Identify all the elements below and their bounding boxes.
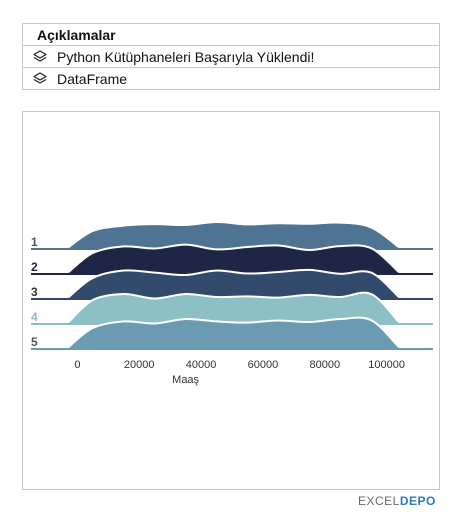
ridge-outline-4 bbox=[67, 291, 400, 324]
panel-item-dataframe[interactable]: DataFrame bbox=[23, 67, 439, 89]
panel-item-libraries-loaded[interactable]: Python Kütüphaneleri Başarıyla Yüklendi! bbox=[23, 45, 439, 67]
x-tick-label: 80000 bbox=[309, 359, 340, 371]
ridge-area-4 bbox=[68, 292, 399, 324]
x-tick-label: 20000 bbox=[124, 359, 155, 371]
watermark-logo: EXCELDEPO bbox=[358, 494, 436, 508]
ridgeline-chart: 1 2 3 4 5 0 20000 40000 60000 80000 100000 Maaş bbox=[31, 220, 433, 386]
panel-item-label: Python Kütüphaneleri Başarıyla Yüklendi! bbox=[57, 48, 315, 65]
x-tick-label: 40000 bbox=[186, 359, 217, 371]
x-tick-label: 0 bbox=[74, 359, 80, 371]
plot-output: 1 2 3 4 5 0 20000 40000 60000 80000 100000 Maaş bbox=[22, 111, 440, 490]
ridge-area-2 bbox=[68, 244, 399, 274]
ridge-area-5 bbox=[68, 317, 399, 349]
ridge-outline-5 bbox=[67, 316, 400, 349]
ridge-label-5: 5 bbox=[31, 335, 38, 349]
x-tick-label: 100000 bbox=[368, 359, 405, 371]
ridge-label-2: 2 bbox=[31, 260, 38, 274]
ridge-label-3: 3 bbox=[31, 285, 38, 299]
layers-icon bbox=[23, 72, 57, 85]
panel-item-label: DataFrame bbox=[57, 70, 128, 87]
ridge-label-4: 4 bbox=[31, 310, 38, 324]
ridge-outline-1 bbox=[67, 220, 400, 249]
watermark-suffix: DEPO bbox=[399, 494, 436, 508]
watermark-prefix: EXCEL bbox=[358, 494, 400, 508]
ridge-area-3 bbox=[68, 269, 399, 299]
descriptions-panel: Açıklamalar Python Kütüphaneleri Başarıy… bbox=[22, 23, 440, 90]
x-axis-label: Maaş bbox=[172, 374, 199, 386]
x-tick-label: 60000 bbox=[248, 359, 279, 371]
ridge-outline-3 bbox=[67, 268, 400, 299]
ridge-area-1 bbox=[68, 221, 399, 249]
panel-title: Açıklamalar bbox=[37, 26, 116, 43]
ridge-outline-2 bbox=[67, 243, 400, 274]
layers-icon bbox=[23, 50, 57, 63]
ridge-label-1: 1 bbox=[31, 235, 38, 249]
